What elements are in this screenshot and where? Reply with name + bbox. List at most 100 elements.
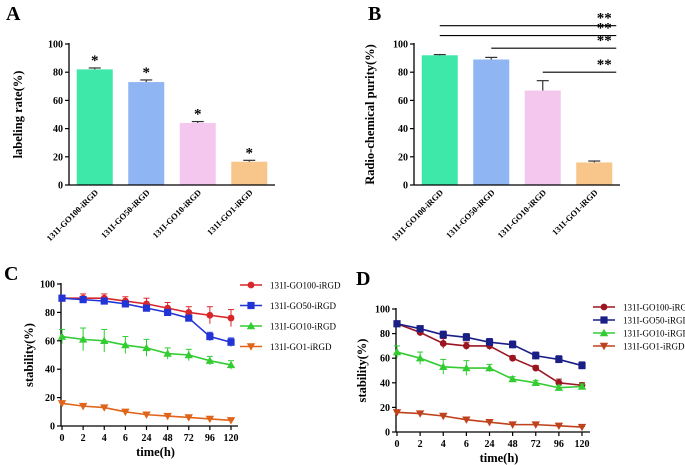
x-axis-label: time(h) [136,445,175,459]
series-line-1 [396,323,583,387]
y-axis-label: stability(%) [22,323,36,387]
bar-1 [421,55,458,185]
category-label: 131I-GO1-iRGD [205,187,255,237]
data-point [439,362,448,371]
x-tick-label: 72 [184,433,194,444]
data-point [121,408,130,416]
data-point [205,415,215,424]
data-point [227,338,235,346]
data-point [531,421,540,429]
data-point [416,325,424,333]
data-point [121,340,130,349]
y-tick-label: 20 [45,393,55,404]
y-axis-label: stability(%) [355,339,369,403]
y-tick-label: 100 [48,40,63,51]
data-point [78,335,88,343]
y-tick-label: 60 [45,336,55,347]
data-point [247,281,255,289]
data-point [226,417,236,425]
y-tick-label: 40 [380,378,390,389]
data-point [142,343,151,352]
y-tick-label: 0 [50,422,55,433]
data-point [185,314,193,322]
y-tick-label: 40 [53,124,63,135]
data-point [121,300,129,308]
bar-4 [231,161,268,185]
data-point [57,400,67,408]
data-point [393,320,401,328]
x-tick-label: 24 [485,439,495,450]
bar-3 [524,90,561,185]
data-point [163,349,172,357]
y-tick-label: 20 [398,152,408,163]
bar-3 [179,122,216,185]
y-tick-label: 80 [380,329,390,340]
data-point [578,361,586,370]
x-axis-label: time(h) [480,451,519,465]
y-tick-label: 100 [40,280,55,291]
data-point [184,414,193,422]
data-point [600,303,608,311]
category-label: 131I-GO100-iRGD [389,187,445,243]
x-tick-label: 72 [531,439,541,450]
data-point [184,350,193,359]
legend-label: 131I-GO10-iRGD [270,322,336,332]
y-tick-label: 60 [398,96,408,107]
data-point [392,409,402,417]
data-point [485,418,494,427]
data-point [531,378,540,386]
x-tick-label: 6 [123,433,128,444]
y-tick-label: 80 [53,68,63,79]
data-point [508,374,517,383]
y-tick-label: 40 [398,124,408,135]
bar-2 [473,59,510,186]
data-point [100,336,109,344]
data-point [100,404,109,412]
data-point [227,314,235,322]
significance-label: ** [597,33,612,49]
data-point [206,311,214,319]
significance-star: * [143,65,151,81]
x-tick-label: 0 [60,433,65,444]
y-tick-label: 60 [380,354,390,365]
data-point [439,340,447,347]
legend-label: 131I-GO100-iRGD [623,303,685,313]
legend-label: 131I-GO10-iRGD [623,329,685,339]
x-tick-label: 96 [205,433,215,444]
category-label: 131I-GO10-iRGD [495,187,548,240]
data-point [415,410,425,418]
x-tick-label: 4 [441,439,446,450]
bar-2 [128,82,165,185]
data-point [439,412,448,421]
panel-letter-b: B [368,3,381,25]
panel-letter-d: D [356,268,370,290]
data-point [78,402,88,411]
legend-label: 131I-GO50-iRGD [623,316,685,326]
data-point [554,422,564,431]
legend-label: 131I-GO50-iRGD [270,301,336,311]
data-point [555,355,563,364]
data-point [485,363,494,372]
data-point [205,356,215,364]
data-point [163,412,172,421]
panel-letter-a: A [6,3,21,25]
x-tick-label: 96 [554,439,564,450]
data-point [79,296,87,304]
data-point [532,352,540,360]
significance-star: * [194,107,202,123]
category-label: 131I-GO50-iRGD [99,187,152,240]
data-point [509,354,517,362]
y-tick-label: 80 [398,68,408,79]
category-label: 131I-GO50-iRGD [444,187,497,240]
data-point [439,331,447,339]
y-tick-label: 0 [58,181,63,192]
data-point [246,343,256,351]
panel-a-bar-chart: 0 20 40 60 80 100 131I-GO100-iRGD131I-GO50-iRG… [11,40,275,243]
significance-label: ** [597,11,612,27]
legend-label: 131I-GO100-iRGD [270,281,341,291]
data-point [577,423,587,432]
y-tick-label: 100 [375,305,390,316]
data-point [554,383,564,391]
